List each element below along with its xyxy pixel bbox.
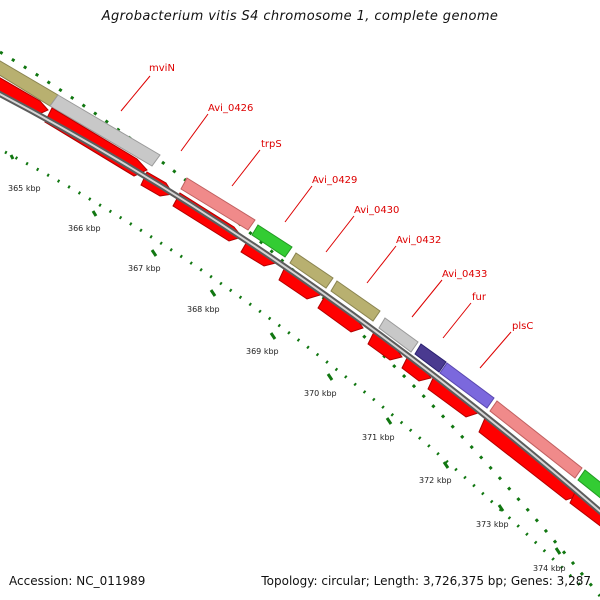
feature-plsC[interactable] [439,362,495,409]
accession-text: Accession: NC_011989 [9,574,146,588]
kbp-label: 365 kbp [8,184,41,193]
kbp-label: 371 kbp [362,433,395,442]
kbp-label: 368 kbp [187,305,220,314]
map-title: Agrobacterium vitis S4 chromosome 1, com… [101,9,499,24]
gene-label-mviN[interactable]: mviN [149,63,175,74]
gene-label-Avi_0433[interactable]: Avi_0433 [442,269,487,280]
feature-Avi_0430-a[interactable] [289,252,334,289]
kbp-label: 370 kbp [304,389,337,398]
kbp-label: 369 kbp [246,347,279,356]
kbp-label: 373 kbp [476,520,509,529]
gene-label-Avi_0430[interactable]: Avi_0430 [354,205,399,216]
kbp-label: 367 kbp [128,264,161,273]
feature-trpS[interactable] [180,177,256,231]
gene-label-leaders [120,75,512,369]
kbp-label: 366 kbp [68,224,101,233]
feature-next-salmon[interactable] [489,400,583,479]
feature-mviN-gray[interactable] [49,94,161,167]
genome-summary-text: Topology: circular; Length: 3,726,375 bp… [261,574,591,588]
gene-label-Avi_0429[interactable]: Avi_0429 [312,175,357,186]
feature-fur[interactable] [414,343,447,373]
gene-label-fur[interactable]: fur [472,292,487,303]
gene-label-trpS[interactable]: trpS [261,139,282,150]
forward-strand [0,60,600,500]
feature-Avi_0433[interactable] [378,317,419,353]
gene-label-plsC[interactable]: plsC [512,321,533,332]
feature-next-green[interactable] [577,469,600,500]
kbp-label: 374 kbp [533,564,566,573]
kbp-label: 372 kbp [419,476,452,485]
feature-Avi_0429[interactable] [251,224,293,258]
kbp-labels: 365 kbp 366 kbp 367 kbp 368 kbp 369 kbp … [8,184,566,573]
feature-Avi_0430-b[interactable] [330,280,381,322]
gene-label-Avi_0432[interactable]: Avi_0432 [396,235,441,246]
major-ticks [9,154,562,555]
gene-label-Avi_0426[interactable]: Avi_0426 [208,103,253,114]
cds-arrow[interactable] [0,75,49,116]
gene-labels: mviN Avi_0426 trpS Avi_0429 Avi_0430 Avi… [149,63,533,332]
genome-backbone-highlight [0,93,600,513]
